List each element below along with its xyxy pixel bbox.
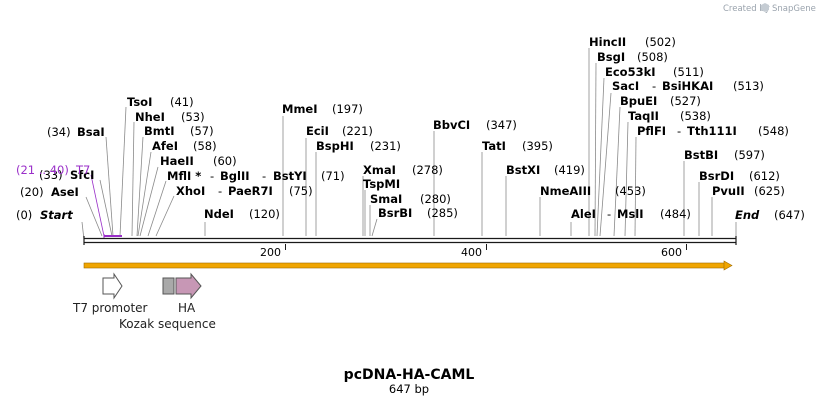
enzyme-bbvci: BbvCI (347) xyxy=(433,118,517,132)
enzyme-bsrdi: BsrDI (612) xyxy=(699,169,780,183)
enzyme-tati: TatI (395) xyxy=(482,139,553,153)
enzyme-end: End (647) xyxy=(735,208,805,222)
enzyme-bsgi: BsgI (508) xyxy=(597,50,668,64)
cut-site-lines xyxy=(81,48,737,241)
enzyme-saci: SacI - BsiHKAI (513) xyxy=(612,79,764,93)
enzyme-bsai: (34) BsaI xyxy=(47,125,105,139)
primer-t7 xyxy=(90,174,122,238)
enzyme-nhei: NheI (53) xyxy=(135,110,205,124)
enzyme-bmti: BmtI (57) xyxy=(144,124,214,138)
tick-400: 400 xyxy=(461,246,482,259)
feature-kozak: Kozak sequence xyxy=(119,277,216,331)
enzyme-mmei: MmeI (197) xyxy=(282,102,363,116)
credit-brand: SnapGene xyxy=(772,4,816,14)
map-length: 647 bp xyxy=(389,382,429,396)
primer-t7-label: (21 .. 40) T7 xyxy=(16,163,90,177)
enzyme-alei: AleI - MslI (484) xyxy=(571,207,691,221)
enzyme-pvuii: PvuII (625) xyxy=(712,184,785,198)
enzyme-start: (0) Start xyxy=(16,208,73,222)
enzyme-tsoi: TsoI (41) xyxy=(127,95,194,109)
snapgene-logo-icon xyxy=(761,3,769,12)
enzyme-pflfi: PflFI - Tth111I (548) xyxy=(637,124,789,138)
enzyme-bsrbi: BsrBI (285) xyxy=(378,206,458,220)
enzyme-eco53ki: Eco53kI (511) xyxy=(605,65,704,79)
enzyme-smai: SmaI (280) xyxy=(370,192,451,206)
enzyme-labels: (0) Start (20) AseI (33) SfcI (34) BsaI (21 … xyxy=(16,35,805,222)
enzyme-tspmi: TspMI xyxy=(363,177,400,191)
axis-ticks: 200 400 600 xyxy=(260,244,687,259)
enzyme-asei: (20) AseI xyxy=(20,185,79,199)
feature-label-ha: HA xyxy=(178,301,196,315)
enzyme-hincii: HincII (502) xyxy=(589,35,676,49)
enzyme-mfli: MflI * - BglII - BstYI (71) xyxy=(167,169,345,183)
enzyme-ndei: NdeI (120) xyxy=(204,207,280,221)
enzyme-haeii: HaeII (60) xyxy=(160,154,237,168)
enzyme-bpuei: BpuEI (527) xyxy=(620,94,701,108)
map-title: pcDNA-HA-CAML xyxy=(344,367,475,383)
enzyme-ecii: EciI (221) xyxy=(306,124,373,138)
enzyme-taqii: TaqII (538) xyxy=(628,109,711,123)
feature-t7-promoter: T7 promoter xyxy=(72,272,148,315)
orf-arrow xyxy=(83,260,733,271)
dna-backbone xyxy=(83,236,737,245)
tick-200: 200 xyxy=(260,246,281,259)
enzyme-nmeaiii: NmeAIII (453) xyxy=(540,184,646,198)
feature-label-kozak: Kozak sequence xyxy=(119,317,216,331)
enzyme-afei: AfeI (58) xyxy=(152,139,217,153)
enzyme-bstxi: BstXI (419) xyxy=(506,163,585,177)
feature-ha: HA xyxy=(175,272,202,315)
snapgene-credit: Created by SnapGene xyxy=(723,3,816,14)
credit-prefix: Created by xyxy=(723,4,770,14)
enzyme-xmai: XmaI (278) xyxy=(363,163,443,177)
feature-label-t7-promoter: T7 promoter xyxy=(72,301,148,315)
enzyme-bsphi: BspHI (231) xyxy=(316,139,401,153)
enzyme-sfci: (33) SfcI xyxy=(39,168,94,182)
enzyme-bstbi: BstBI (597) xyxy=(684,148,765,162)
enzyme-xhoi: XhoI - PaeR7I (75) xyxy=(176,184,313,198)
tick-600: 600 xyxy=(661,246,682,259)
